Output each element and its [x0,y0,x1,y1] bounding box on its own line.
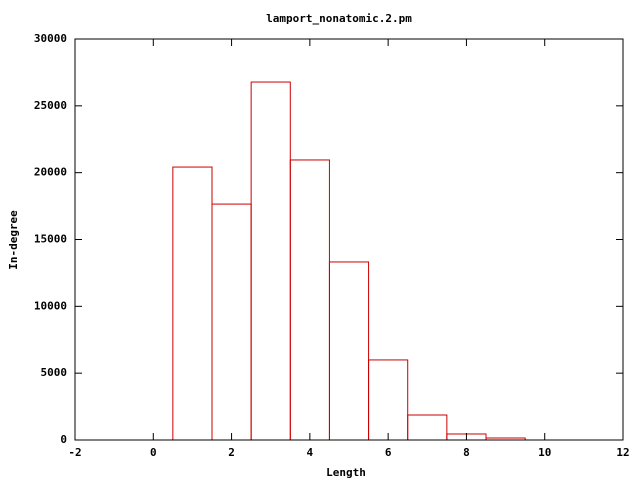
y-tick-label: 15000 [34,233,67,246]
y-tick-label: 10000 [34,299,67,312]
y-tick-label: 5000 [41,366,68,379]
x-tick-label: 2 [228,446,235,459]
y-tick-label: 0 [60,433,67,446]
x-axis-label: Length [326,466,366,479]
y-tick-label: 25000 [34,99,67,112]
x-tick-label: 12 [616,446,629,459]
x-tick-label: 4 [307,446,314,459]
x-tick-label: 10 [538,446,551,459]
x-tick-label: 6 [385,446,392,459]
x-tick-label: 8 [463,446,470,459]
y-tick-label: 20000 [34,166,67,179]
y-axis-label: In-degree [7,210,20,270]
x-tick-label: -2 [68,446,81,459]
chart-title: lamport_nonatomic.2.pm [266,12,412,25]
x-tick-label: 0 [150,446,157,459]
y-tick-label: 30000 [34,32,67,45]
plot-border [74,38,624,441]
